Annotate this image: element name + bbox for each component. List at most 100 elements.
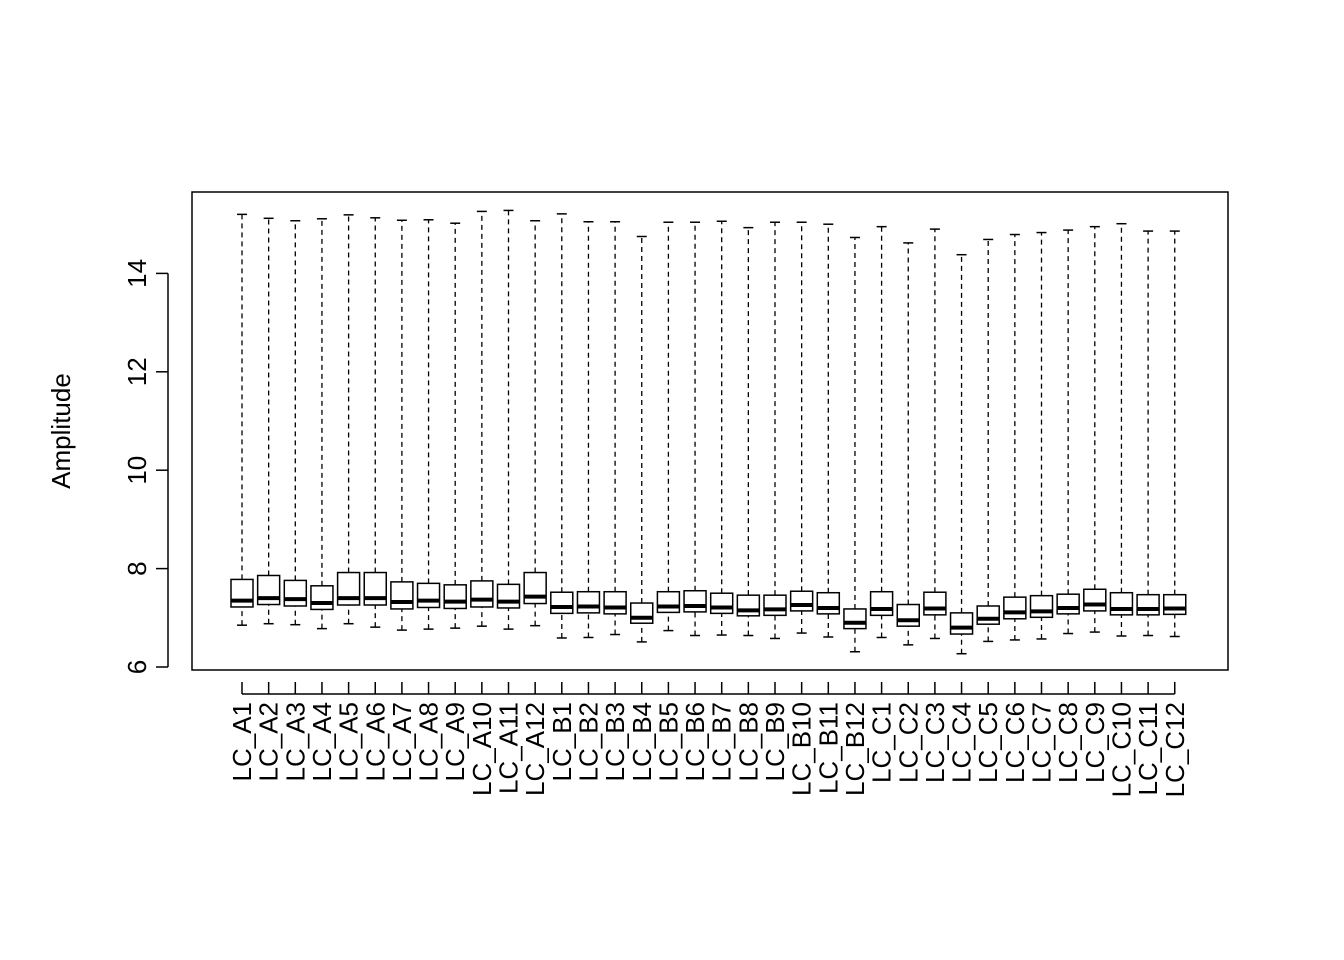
iqr-box bbox=[843, 608, 867, 630]
y-tick-label: 8 bbox=[122, 561, 152, 575]
box-LC_A11 bbox=[496, 209, 521, 630]
box-LC_B7 bbox=[709, 220, 734, 636]
x-tick-label: LC_A2 bbox=[254, 702, 284, 782]
box-LC_B1 bbox=[550, 213, 574, 639]
box-LC_A8 bbox=[416, 219, 441, 630]
iqr-box bbox=[1136, 593, 1160, 616]
x-tick-label: LC_A6 bbox=[360, 702, 390, 782]
box-LC_C5 bbox=[976, 238, 1000, 643]
box-LC_B11 bbox=[816, 223, 841, 638]
x-tick-label: LC_A5 bbox=[334, 702, 364, 782]
iqr-box bbox=[336, 571, 361, 606]
box-LC_A7 bbox=[390, 219, 414, 631]
iqr-box bbox=[1003, 596, 1027, 620]
box-LC_C10 bbox=[1109, 222, 1134, 637]
iqr-box bbox=[283, 579, 308, 607]
x-tick-label: LC_A8 bbox=[414, 702, 444, 782]
box-LC_A2 bbox=[256, 217, 281, 625]
box-LC_A3 bbox=[283, 220, 308, 626]
x-tick-label: LC_B5 bbox=[653, 702, 683, 782]
x-tick-label: LC_B6 bbox=[680, 702, 710, 782]
iqr-box bbox=[949, 612, 974, 635]
x-tick-label: LC_B1 bbox=[547, 702, 577, 782]
y-tick-label: 12 bbox=[122, 357, 152, 386]
iqr-box bbox=[363, 571, 387, 606]
x-tick-label: LC_B2 bbox=[573, 702, 603, 782]
y-tick-label: 14 bbox=[122, 259, 152, 288]
box-LC_B9 bbox=[763, 221, 787, 640]
x-tick-label: LC_C7 bbox=[1027, 702, 1057, 783]
iqr-box bbox=[416, 582, 441, 609]
iqr-box bbox=[1109, 591, 1134, 616]
y-axis-title: Amplitude bbox=[46, 373, 76, 489]
x-tick-label: LC_C9 bbox=[1080, 702, 1110, 783]
iqr-box bbox=[656, 590, 681, 614]
x-tick-label: LC_A3 bbox=[280, 702, 310, 782]
iqr-box bbox=[496, 583, 521, 609]
box-LC_C2 bbox=[896, 242, 920, 646]
x-tick-label: LC_A10 bbox=[467, 702, 497, 796]
y-axis: 6 8 10 12 14 bbox=[122, 259, 169, 674]
x-tick-label: LC_C1 bbox=[867, 702, 897, 783]
x-tick-label: LC_C10 bbox=[1106, 702, 1136, 797]
box-LC_A5 bbox=[336, 214, 361, 625]
x-tick-label: LC_B11 bbox=[813, 702, 843, 794]
x-tick-label: LC_A9 bbox=[440, 702, 470, 782]
box-LC_B12 bbox=[843, 236, 867, 653]
x-tick-label: LC_A1 bbox=[227, 702, 257, 782]
iqr-box bbox=[576, 590, 601, 614]
boxes-layer bbox=[230, 209, 1187, 655]
iqr-box bbox=[736, 594, 761, 617]
iqr-box bbox=[310, 585, 334, 611]
iqr-box bbox=[816, 591, 841, 615]
box-LC_A10 bbox=[470, 210, 494, 627]
box-LC_C6 bbox=[1003, 233, 1027, 641]
box-LC_A12 bbox=[523, 220, 547, 627]
iqr-box bbox=[1029, 594, 1054, 619]
box-LC_C4 bbox=[949, 253, 974, 655]
iqr-box bbox=[1083, 588, 1107, 612]
iqr-box bbox=[523, 571, 547, 605]
box-LC_A9 bbox=[443, 222, 467, 629]
iqr-box bbox=[896, 603, 920, 627]
iqr-box bbox=[923, 591, 947, 616]
iqr-box bbox=[603, 590, 627, 615]
box-LC_B3 bbox=[603, 220, 627, 636]
box-LC_B2 bbox=[576, 220, 601, 639]
box-LC_C11 bbox=[1136, 230, 1160, 637]
iqr-box bbox=[709, 592, 734, 615]
iqr-box bbox=[256, 574, 281, 606]
y-tick-label: 10 bbox=[122, 456, 152, 485]
box-LC_B5 bbox=[656, 221, 681, 632]
box-LC_C8 bbox=[1056, 229, 1080, 635]
iqr-box bbox=[630, 602, 654, 624]
x-tick-label: LC_C8 bbox=[1053, 702, 1083, 783]
iqr-box bbox=[789, 590, 814, 612]
box-LC_A4 bbox=[310, 218, 334, 630]
iqr-box bbox=[470, 580, 494, 608]
x-tick-label: LC_B7 bbox=[707, 702, 737, 782]
box-LC_B8 bbox=[736, 226, 761, 637]
x-tick-label: LC_B12 bbox=[840, 702, 870, 796]
box-LC_B10 bbox=[789, 221, 814, 634]
x-tick-label: LC_A11 bbox=[494, 702, 524, 794]
box-LC_A6 bbox=[363, 217, 387, 628]
box-LC_C3 bbox=[923, 228, 947, 640]
iqr-box bbox=[763, 594, 787, 617]
iqr-box bbox=[390, 581, 414, 610]
iqr-box bbox=[869, 590, 894, 617]
box-LC_C1 bbox=[869, 225, 894, 639]
x-tick-label: LC_B9 bbox=[760, 702, 790, 782]
box-LC_C9 bbox=[1083, 225, 1107, 633]
x-axis: LC_A1LC_A2LC_A3LC_A4LC_A5LC_A6LC_A7LC_A8… bbox=[227, 682, 1190, 797]
y-tick-label: 6 bbox=[122, 660, 152, 674]
iqr-box bbox=[230, 578, 254, 608]
x-tick-label: LC_A12 bbox=[520, 702, 550, 796]
x-tick-label: LC_B4 bbox=[627, 702, 657, 782]
box-LC_B6 bbox=[683, 221, 707, 637]
x-tick-label: LC_C3 bbox=[920, 702, 950, 783]
x-tick-label: LC_C5 bbox=[973, 702, 1003, 783]
iqr-box bbox=[443, 584, 467, 610]
